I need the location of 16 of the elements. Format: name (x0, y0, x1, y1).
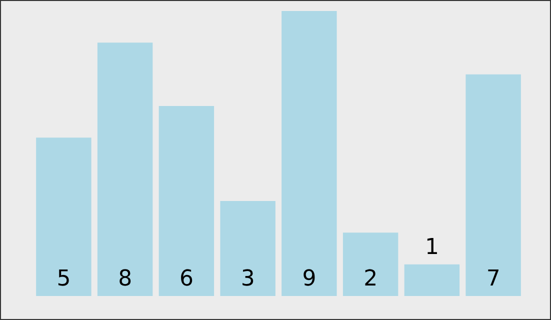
data-label: 1 (424, 234, 439, 260)
data-label: 7 (486, 266, 500, 292)
data-label: 8 (118, 266, 132, 292)
data-label: 6 (179, 266, 194, 292)
bar (220, 201, 276, 296)
bar (97, 42, 153, 296)
data-label: 9 (302, 266, 316, 292)
bar (36, 138, 92, 296)
bar (404, 264, 460, 296)
data-label: 5 (56, 266, 71, 292)
data-label: 2 (364, 266, 378, 292)
bar (282, 11, 337, 296)
bar (158, 106, 214, 296)
data-label: 3 (240, 266, 255, 292)
bar (466, 74, 521, 296)
bar (342, 232, 398, 296)
